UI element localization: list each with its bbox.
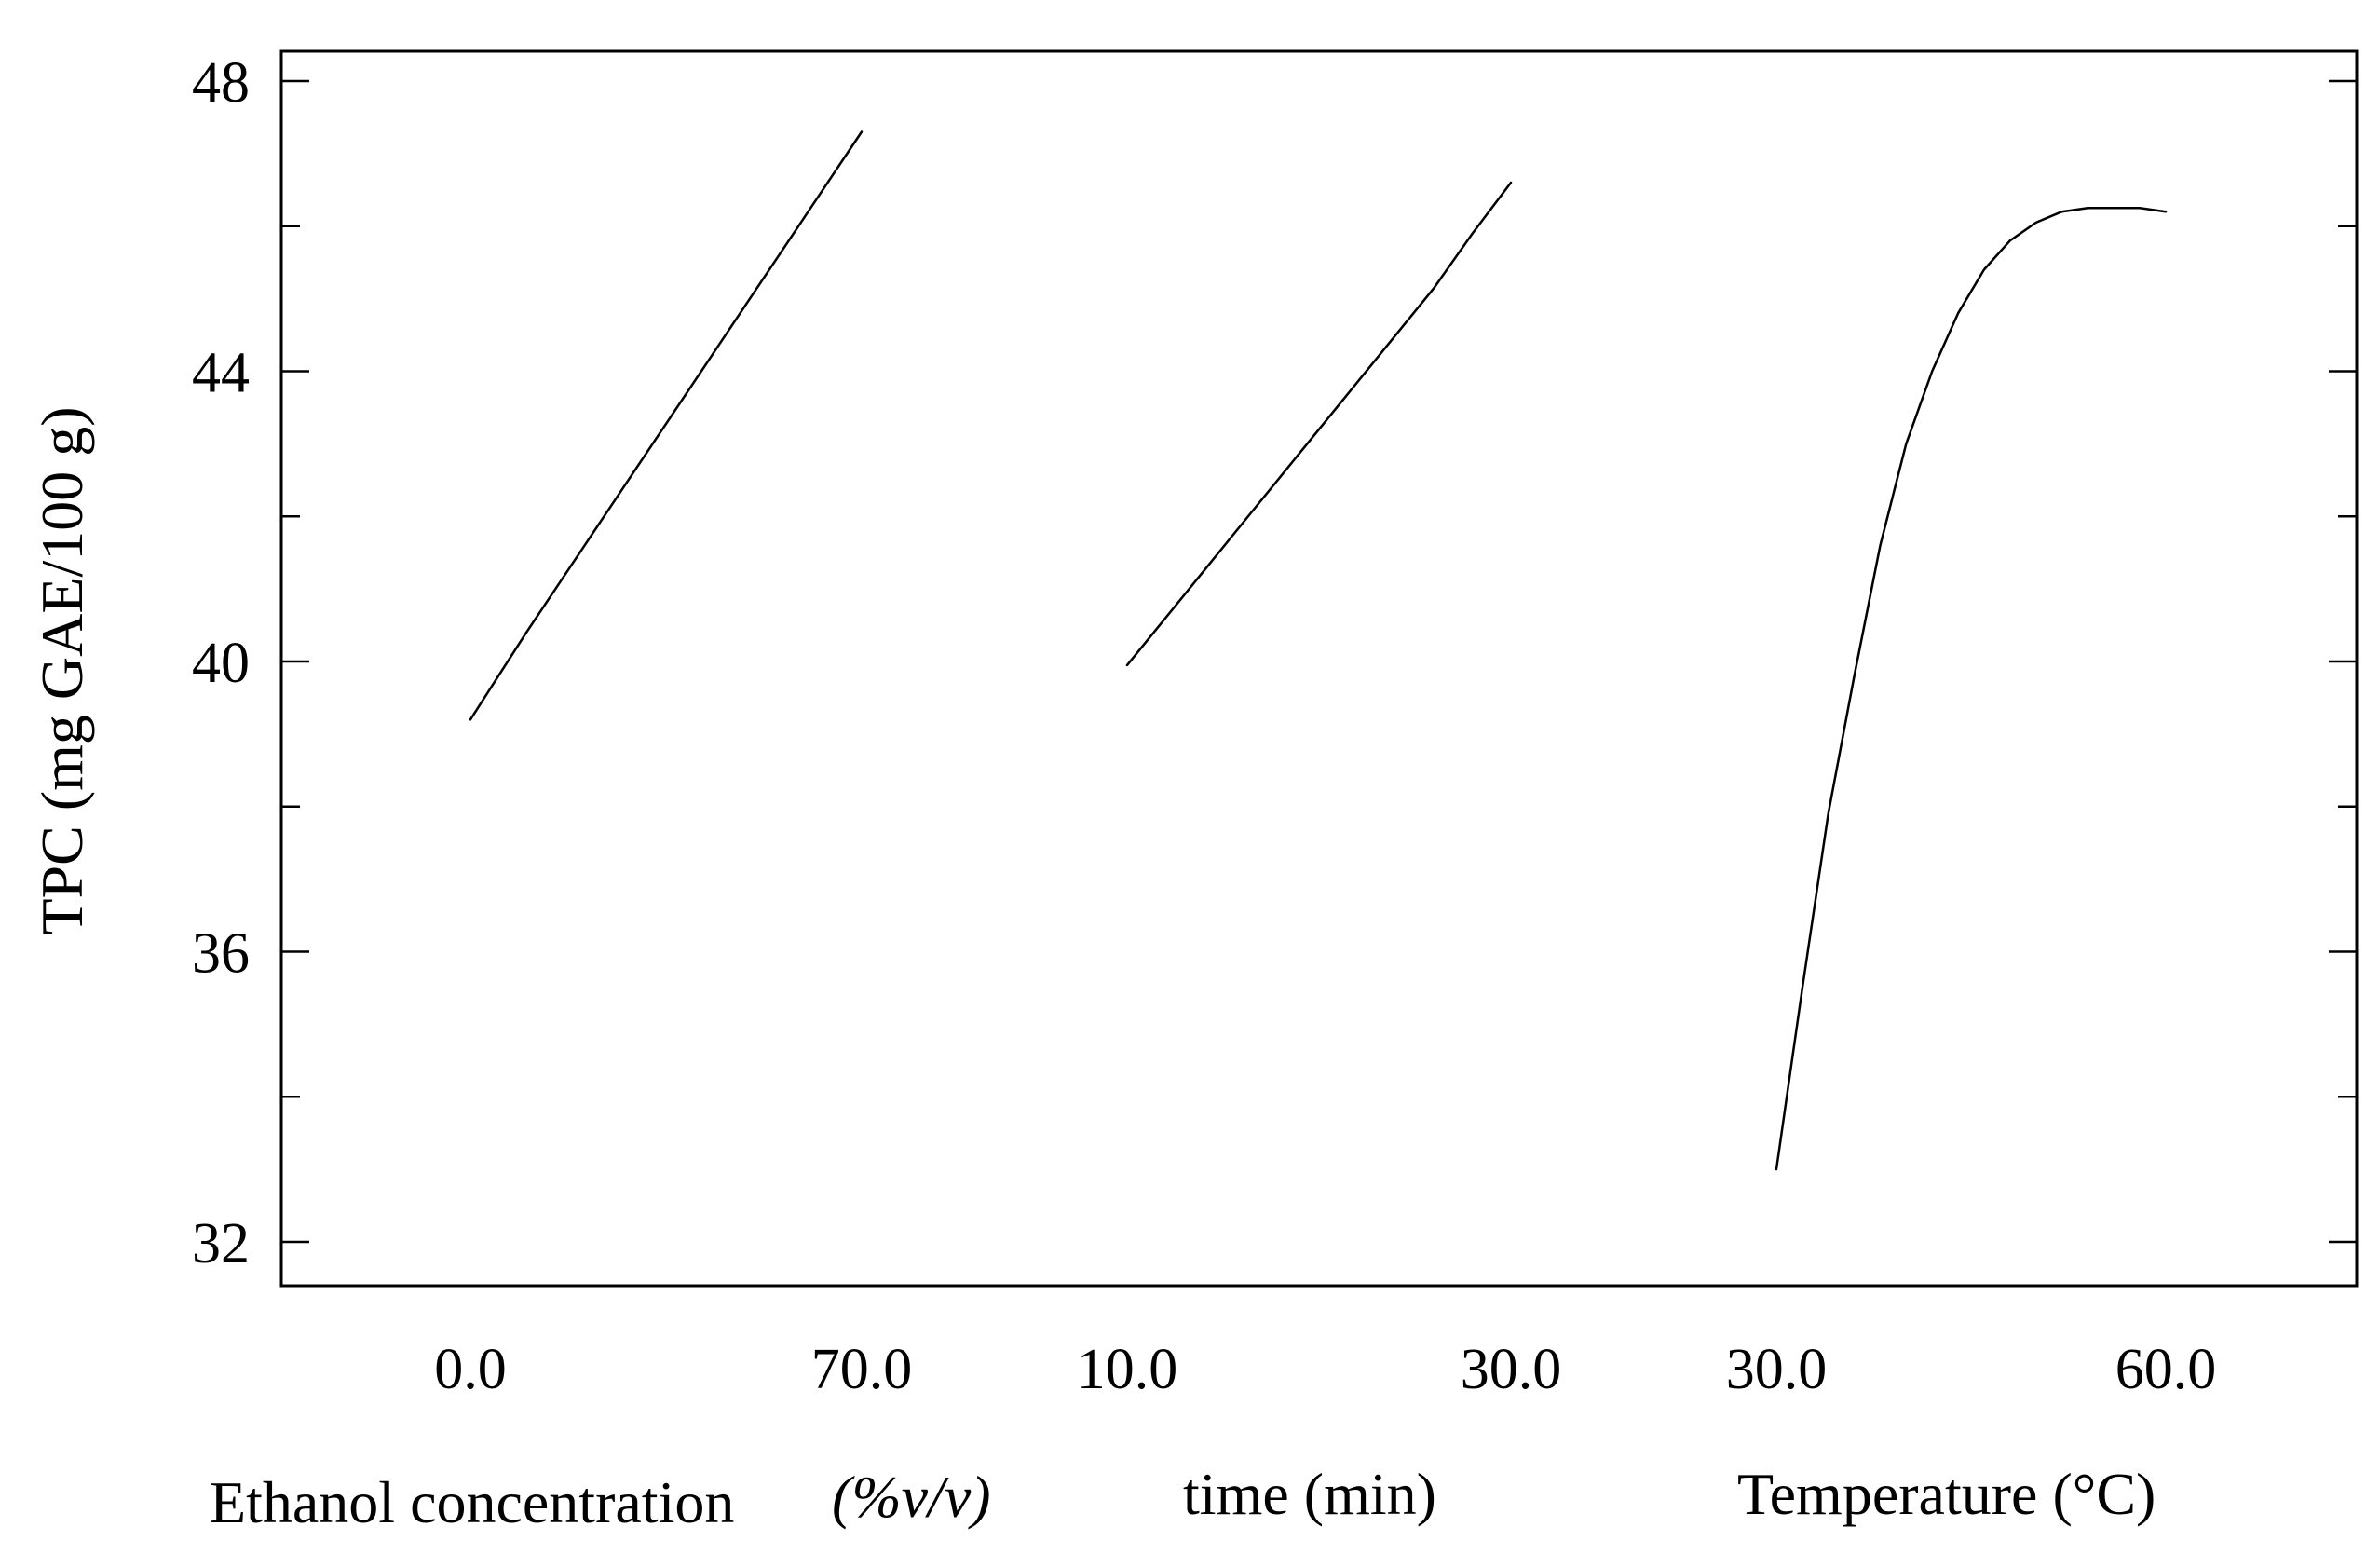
x-axis-title-ethanol: Ethanol concentration: [210, 1469, 734, 1535]
x-tick-label-ethanol-concentration-1: 70.0: [811, 1338, 913, 1401]
curve-time: [1125, 181, 1513, 667]
y-tick-label-36: 36: [192, 922, 250, 986]
x-tick-label-ethanol-concentration-0: 0.0: [434, 1338, 507, 1401]
y-tick-label-40: 40: [192, 632, 250, 695]
x-axis-title-time: time (min): [1183, 1461, 1436, 1527]
y-tick-label-48: 48: [192, 51, 250, 115]
y-tick-label-44: 44: [192, 342, 250, 405]
x-tick-label-temperature-0: 30.0: [1726, 1338, 1828, 1401]
curve-ethanol-concentration: [469, 130, 864, 721]
plot-frame: [279, 49, 2359, 1288]
x-tick-label-time-0: 10.0: [1077, 1338, 1178, 1401]
y-axis: [281, 79, 2357, 1244]
x-tick-label-temperature-1: 60.0: [2115, 1338, 2217, 1401]
x-tick-label-time-1: 30.0: [1461, 1338, 1562, 1401]
y-axis-title: TPC (mg GAE/100 g): [29, 406, 95, 934]
x-axis-title-ethanol-unit: (%v/v): [832, 1464, 991, 1530]
curve-temperature: [1775, 207, 2168, 1171]
y-tick-label-32: 32: [192, 1212, 250, 1275]
x-axis-title-temperature: Temperature (°C): [1737, 1461, 2156, 1527]
x-tick-labels: 0.0 70.0 10.0 30.0 30.0 60.0: [434, 1338, 2216, 1401]
curves: [469, 130, 2168, 1171]
y-tick-labels: 32 36 40 44 48: [192, 51, 250, 1275]
